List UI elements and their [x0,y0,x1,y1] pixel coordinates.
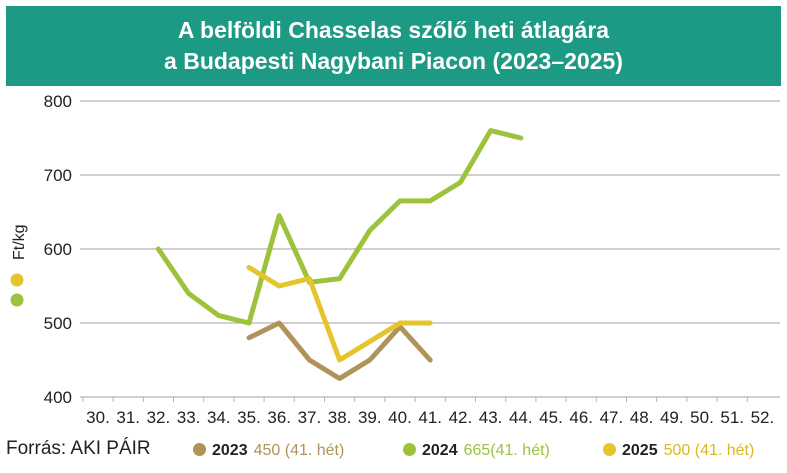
x-tick-label: 44. [509,408,533,427]
source-note: Forrás: AKI PÁIR [6,438,151,459]
x-tick-label: 35. [237,408,261,427]
legend-2023: 2023 450 (41. hét) [193,442,344,460]
x-tick-label: 38. [328,408,352,427]
legend-dot-icon [603,443,616,456]
y-axis-label-group: Ft/kg [10,224,28,307]
x-tick-label: 50. [690,408,714,427]
legend-value: 450 (41. hét) [253,442,345,459]
x-tick-label: 30. [86,408,110,427]
x-tick-label: 45. [539,408,563,427]
x-tick-label: 48. [630,408,654,427]
legend-dot-icon [403,443,416,456]
chart-title: A belföldi Chasselas szőlő heti átlagára… [6,6,781,86]
title-line-1: A belföldi Chasselas szőlő heti átlagára [177,17,610,43]
legend-year: 2023 [212,442,248,459]
x-tick-label: 36. [267,408,291,427]
legend-dot-icon [193,443,206,456]
legend-2024: 2024 665(41. hét) [403,442,550,460]
x-tick-label: 33. [177,408,201,427]
x-tick-label: 49. [660,408,684,427]
legend-dot-2025 [10,273,24,287]
series-line-2024 [155,128,524,326]
legend-value: 665(41. hét) [463,442,550,459]
x-tick-label: 34. [207,408,231,427]
series-line-2025 [246,265,433,363]
x-tick-label: 41. [418,408,442,427]
legend-dot-2024 [10,293,24,307]
x-tick-label: 40. [388,408,412,427]
x-tick-label: 51. [720,408,744,427]
legend-value: 500 (41. hét) [663,442,755,459]
y-tick-label: 600 [44,240,72,259]
legend-year: 2024 [422,442,458,459]
x-tick-label: 37. [298,408,322,427]
x-tick-label: 39. [358,408,382,427]
y-tick-label: 500 [44,314,72,333]
x-tick-label: 31. [116,408,140,427]
x-tick-label: 52. [751,408,775,427]
x-tick-label: 42. [449,408,473,427]
y-tick-label: 400 [44,388,72,407]
x-tick-label: 32. [147,408,171,427]
y-axis-label: Ft/kg [11,224,28,260]
series-line-2023 [246,320,433,381]
legend-year: 2025 [622,442,658,459]
x-tick-label: 46. [569,408,593,427]
y-tick-label: 800 [44,92,72,111]
x-tick-label: 47. [600,408,624,427]
y-tick-label: 700 [44,166,72,185]
legend-2025: 2025 500 (41. hét) [603,442,754,460]
title-line-2: a Budapesti Nagybani Piacon (2023–2025) [164,48,623,74]
x-tick-label: 43. [479,408,503,427]
